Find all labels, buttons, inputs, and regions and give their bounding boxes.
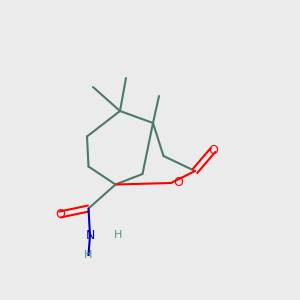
Text: H: H xyxy=(84,250,93,260)
Text: O: O xyxy=(208,143,218,157)
Text: N: N xyxy=(85,229,95,242)
Text: H: H xyxy=(114,230,123,241)
Text: O: O xyxy=(174,176,183,190)
Text: O: O xyxy=(55,208,65,221)
